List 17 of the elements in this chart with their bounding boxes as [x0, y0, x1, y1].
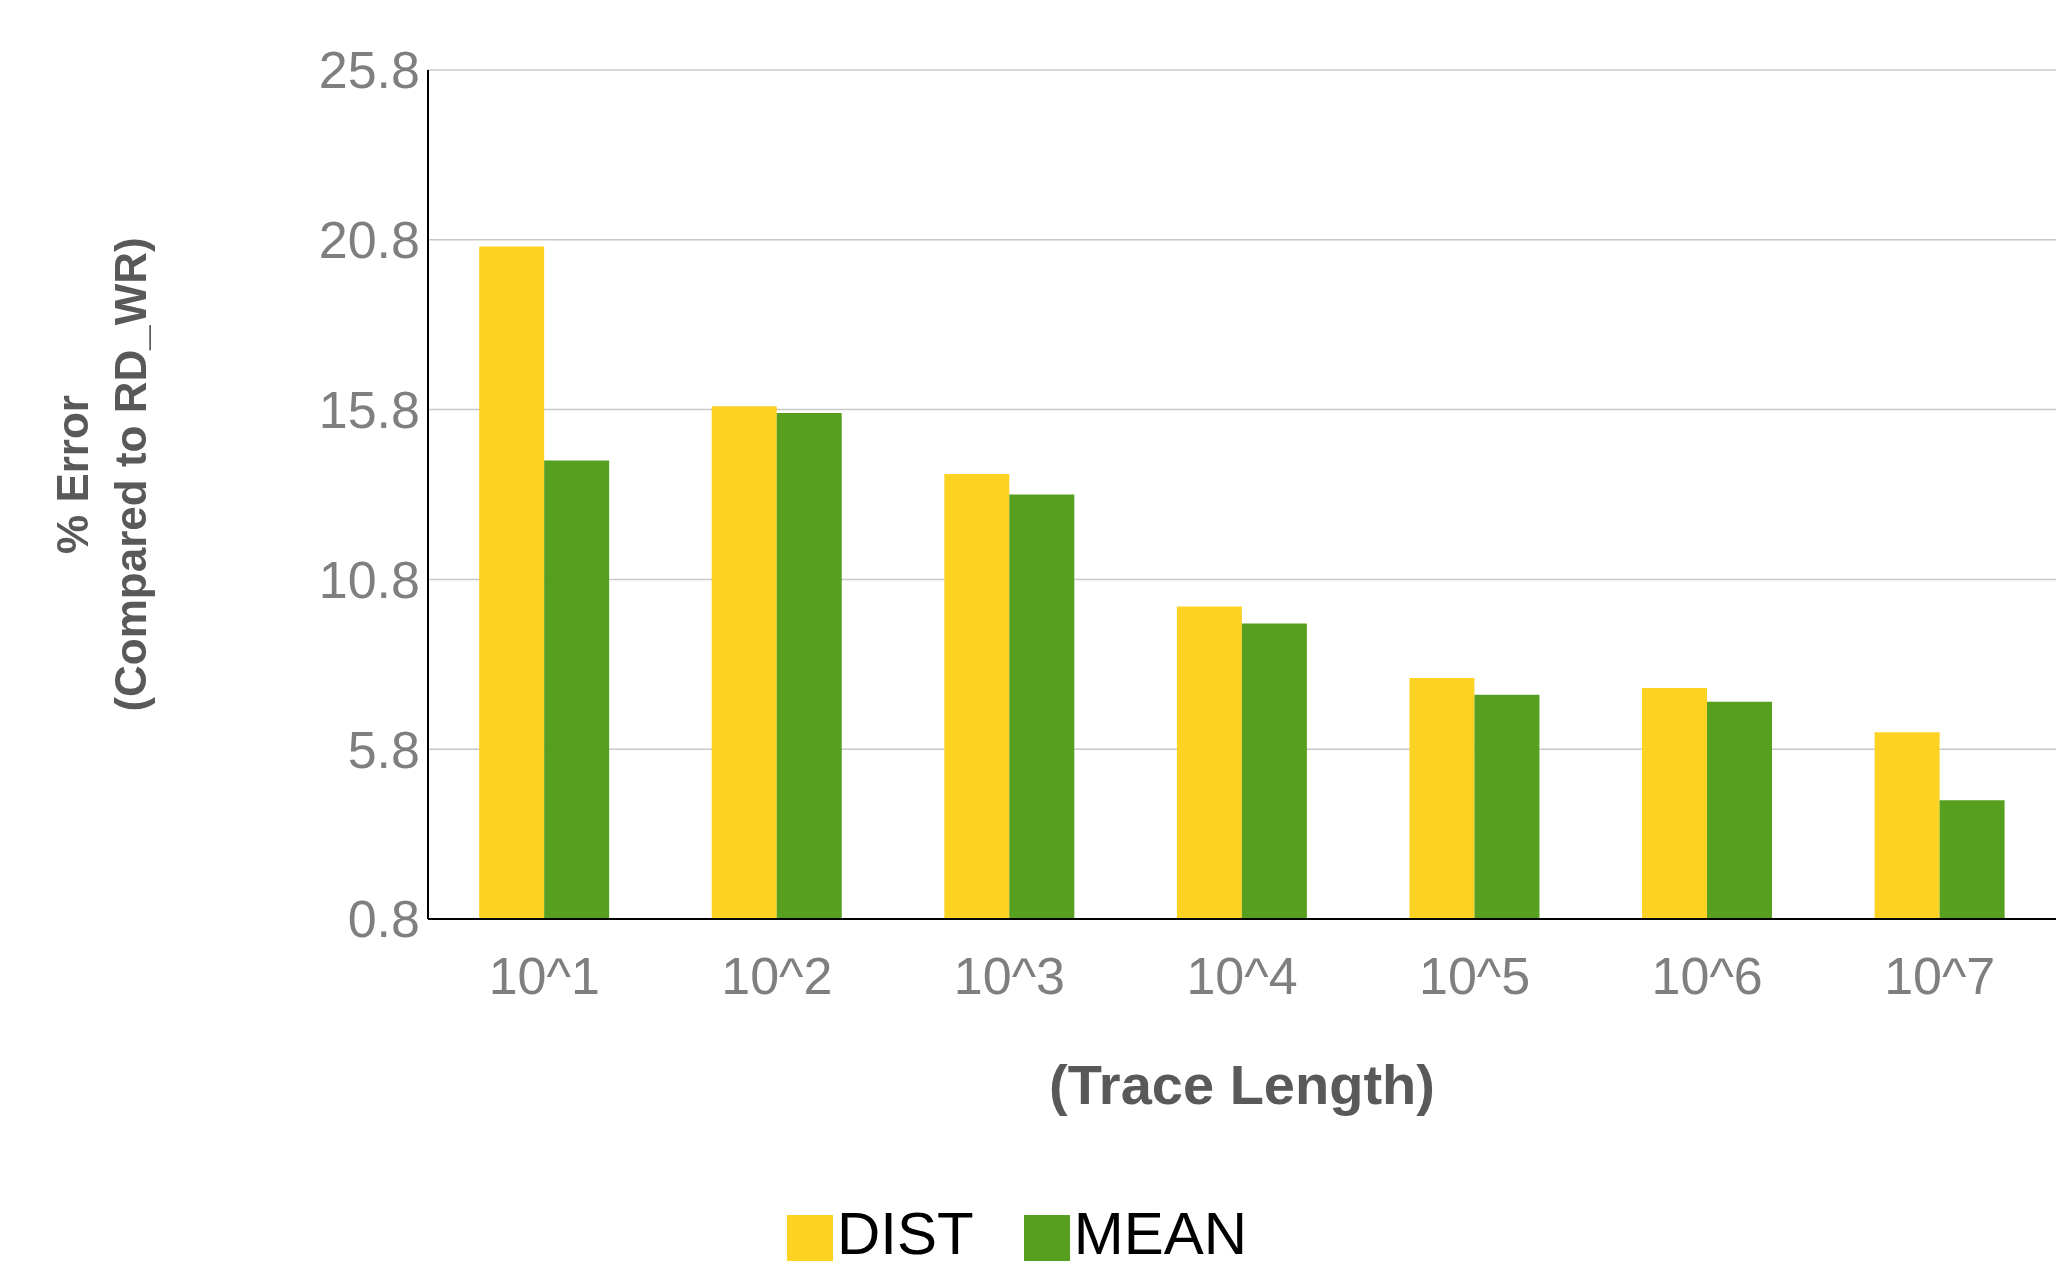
legend-label: DIST — [836, 1200, 974, 1267]
y-tick-label: 5.8 — [347, 720, 420, 779]
x-tick-label: 10^7 — [1884, 946, 1996, 1005]
x-axis-title: (Trace Length) — [1049, 1052, 1435, 1116]
x-tick-label: 10^6 — [1651, 946, 1763, 1005]
x-tick-label: 10^5 — [1418, 946, 1531, 1005]
y-tick-label: 10.8 — [318, 550, 420, 609]
x-tick-label: 10^3 — [953, 946, 1066, 1005]
legend-label: MEAN — [1073, 1200, 1248, 1267]
x-tick-label: 10^2 — [721, 946, 833, 1005]
y-tick-label: 15.8 — [318, 381, 420, 440]
x-tick-label: 10^1 — [488, 946, 600, 1005]
y-tick-label: 20.8 — [318, 211, 420, 270]
y-tick-label: 25.8 — [318, 41, 420, 100]
x-tick-label: 10^4 — [1186, 946, 1298, 1005]
y-tick-label: 0.8 — [347, 890, 420, 949]
y-axis-title: % Error (Compared to RD_WR) — [48, 237, 155, 712]
